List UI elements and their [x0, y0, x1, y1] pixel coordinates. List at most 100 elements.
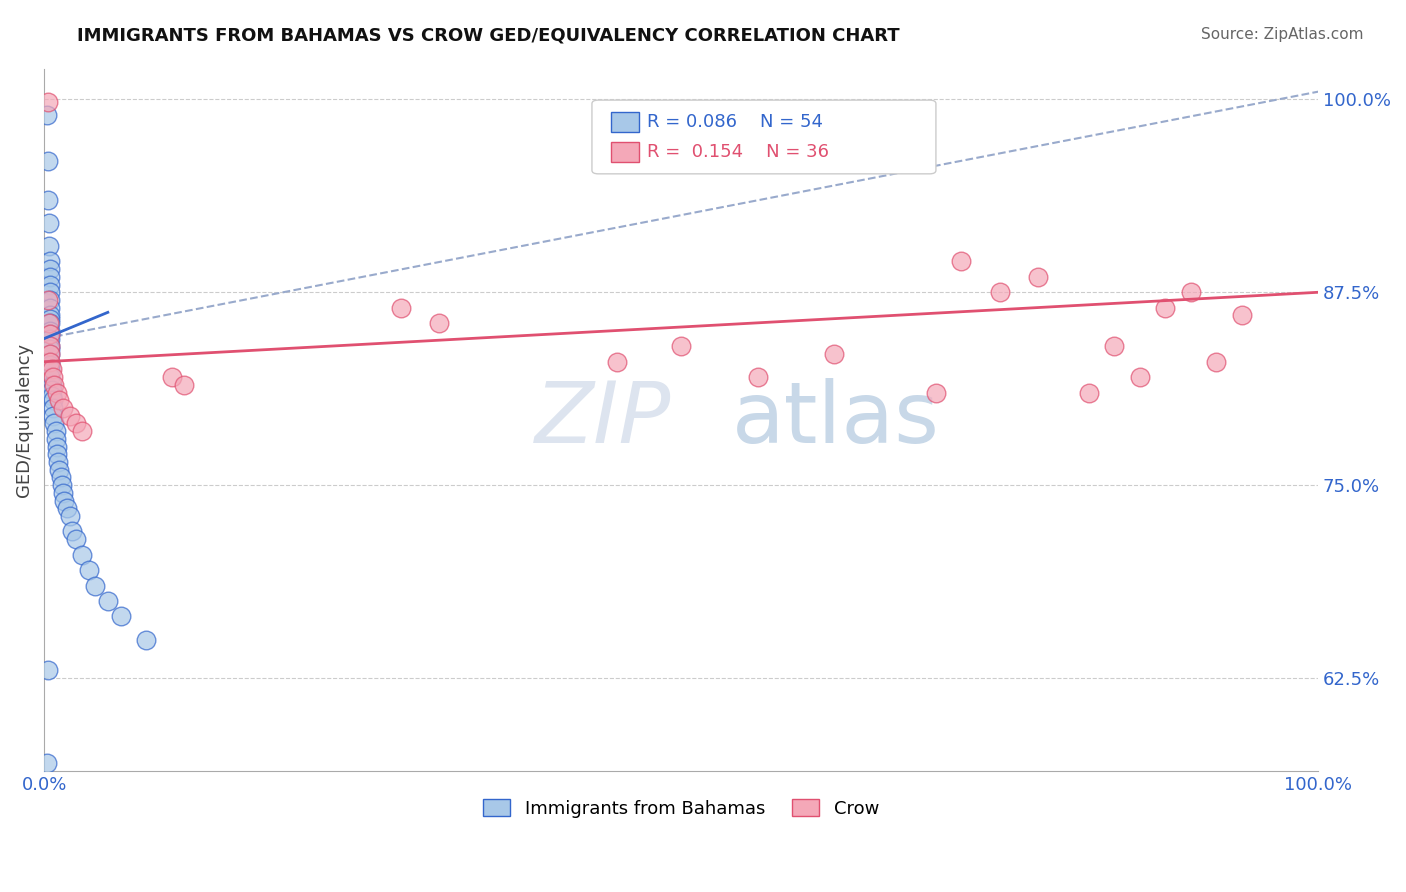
Point — [56, 501, 79, 516]
Point — [39, 355, 62, 369]
Point — [39, 358, 62, 372]
Point — [1205, 355, 1227, 369]
Point — [37, 95, 59, 110]
Point — [37, 664, 59, 678]
Point — [41, 389, 63, 403]
Point — [198, 802, 221, 816]
Point — [52, 486, 75, 500]
Text: R =  0.154    N = 36: R = 0.154 N = 36 — [647, 143, 828, 161]
Point — [97, 594, 120, 608]
Point — [427, 316, 450, 330]
Point — [1077, 385, 1099, 400]
Point — [58, 509, 80, 524]
Point — [39, 332, 62, 346]
Point — [39, 316, 62, 330]
Point — [35, 756, 58, 770]
Point — [39, 347, 62, 361]
Point — [39, 293, 62, 307]
Point — [42, 370, 65, 384]
Point — [42, 393, 65, 408]
Point — [46, 455, 69, 469]
Point — [160, 370, 183, 384]
FancyBboxPatch shape — [592, 100, 936, 174]
Point — [135, 632, 157, 647]
Point — [110, 609, 132, 624]
Point — [173, 377, 195, 392]
Point — [950, 254, 973, 268]
Point — [53, 493, 76, 508]
Point — [39, 262, 62, 277]
Point — [45, 447, 67, 461]
Point — [37, 154, 59, 169]
Point — [58, 409, 80, 423]
Point — [39, 285, 62, 300]
Point — [48, 393, 70, 408]
Point — [49, 470, 72, 484]
Point — [39, 355, 62, 369]
Point — [60, 524, 83, 539]
Point — [42, 401, 65, 415]
Point — [84, 578, 107, 592]
Point — [39, 324, 62, 338]
Point — [39, 326, 62, 341]
Point — [45, 424, 67, 438]
Point — [72, 548, 94, 562]
Point — [52, 401, 75, 415]
Point — [1154, 301, 1177, 315]
Point — [669, 339, 692, 353]
Point — [823, 347, 845, 361]
Point — [39, 309, 62, 323]
Point — [39, 311, 62, 326]
Point — [1026, 269, 1049, 284]
Point — [35, 108, 58, 122]
Text: Source: ZipAtlas.com: Source: ZipAtlas.com — [1201, 27, 1364, 42]
Text: R = 0.086    N = 54: R = 0.086 N = 54 — [647, 113, 823, 131]
Point — [65, 417, 87, 431]
Point — [45, 440, 67, 454]
Point — [38, 239, 60, 253]
Point — [39, 370, 62, 384]
Point — [389, 301, 412, 315]
Point — [747, 370, 769, 384]
Point — [65, 532, 87, 546]
Point — [39, 339, 62, 353]
Point — [606, 355, 628, 369]
Point — [48, 463, 70, 477]
Point — [39, 254, 62, 268]
Point — [39, 347, 62, 361]
Point — [925, 385, 948, 400]
Point — [39, 343, 62, 357]
Point — [1230, 309, 1253, 323]
Text: ZIP: ZIP — [534, 378, 671, 461]
Point — [39, 339, 62, 353]
Point — [39, 301, 62, 315]
Text: atlas: atlas — [733, 378, 941, 461]
Point — [51, 478, 73, 492]
Point — [39, 277, 62, 292]
Point — [44, 417, 66, 431]
Point — [39, 362, 62, 376]
Point — [1180, 285, 1202, 300]
Point — [41, 362, 63, 376]
Point — [45, 432, 67, 446]
Point — [38, 216, 60, 230]
Point — [988, 285, 1011, 300]
Point — [72, 424, 94, 438]
Point — [45, 385, 67, 400]
Point — [41, 383, 63, 397]
Point — [38, 316, 60, 330]
Point — [39, 269, 62, 284]
Point — [37, 293, 59, 307]
Point — [1129, 370, 1152, 384]
Bar — [612, 112, 640, 132]
Point — [39, 326, 62, 341]
Legend: Immigrants from Bahamas, Crow: Immigrants from Bahamas, Crow — [477, 792, 886, 825]
Y-axis label: GED/Equivalency: GED/Equivalency — [15, 343, 32, 497]
Point — [41, 377, 63, 392]
Point — [44, 377, 66, 392]
Point — [42, 409, 65, 423]
Text: IMMIGRANTS FROM BAHAMAS VS CROW GED/EQUIVALENCY CORRELATION CHART: IMMIGRANTS FROM BAHAMAS VS CROW GED/EQUI… — [77, 27, 900, 45]
Bar — [612, 142, 640, 162]
Point — [77, 563, 100, 577]
Point — [1104, 339, 1126, 353]
